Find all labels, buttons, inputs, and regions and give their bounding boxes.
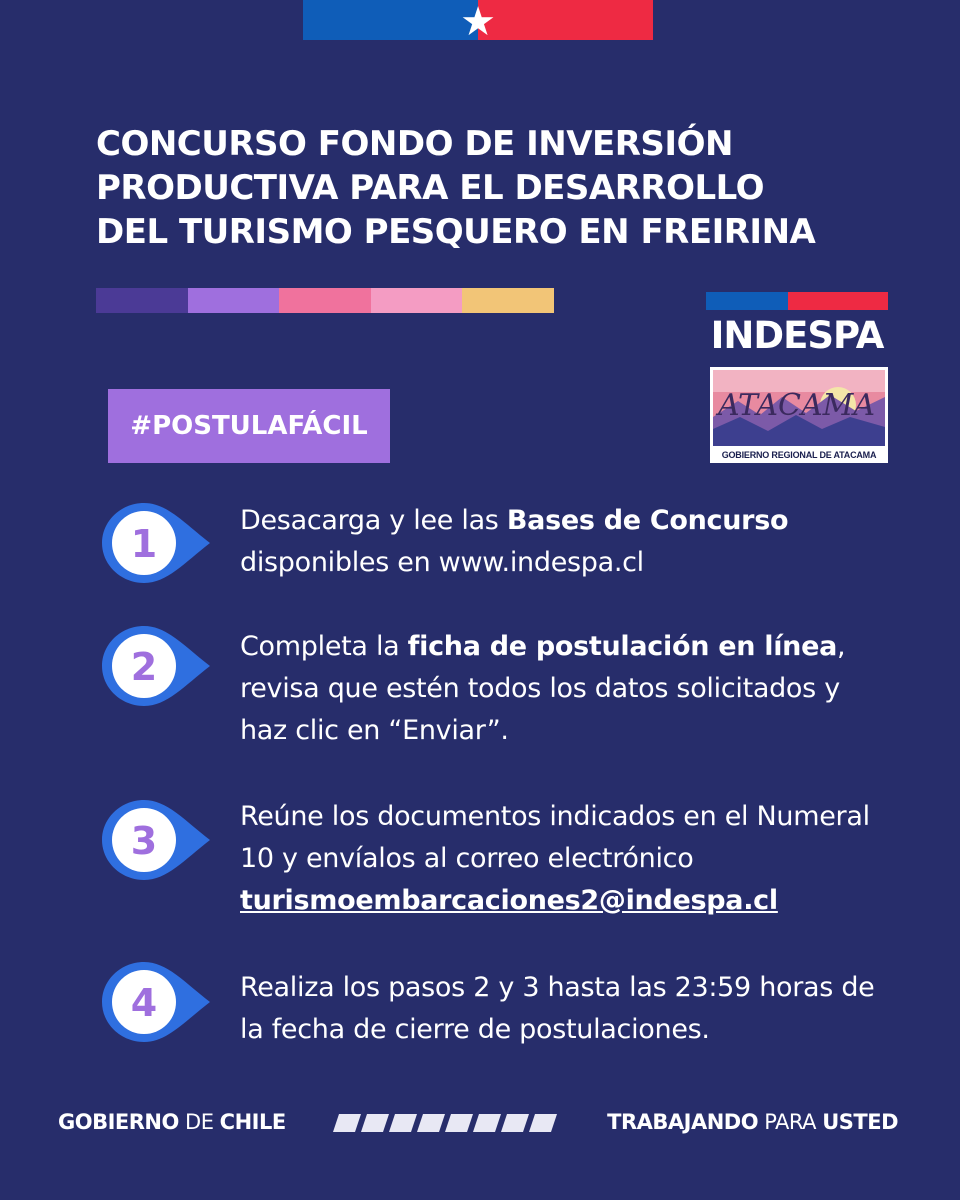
step-text-part: , revisa que estén todos los datos solic… <box>240 631 846 746</box>
color-stripe <box>279 288 371 313</box>
color-stripe <box>462 288 554 313</box>
star-icon: ★ <box>460 0 496 45</box>
step-text-part: Realiza los pasos 2 y 3 hasta las 23:59 … <box>240 972 875 1045</box>
slash-divider-icon <box>333 1114 557 1132</box>
step-text-part: Desacarga y lee las <box>240 505 507 536</box>
step-text-part: disponibles en www.indespa.cl <box>240 547 644 578</box>
title-line: DEL TURISMO PESQUERO EN FREIRINA <box>96 212 816 252</box>
step-number: 2 <box>131 645 157 689</box>
color-stripe <box>96 288 188 313</box>
hashtag-badge: #POSTULAFÁCIL <box>108 389 390 463</box>
step-2-text: Completa la ficha de postulación en líne… <box>240 626 880 752</box>
step-4-icon: 4 <box>100 960 212 1044</box>
step-bold-text: ficha de postulación en línea <box>407 631 838 662</box>
step-number: 4 <box>131 981 157 1025</box>
color-stripe <box>187 288 279 313</box>
atacama-caption: GOBIERNO REGIONAL DE ATACAMA <box>721 450 877 460</box>
step-2-icon: 2 <box>100 624 212 708</box>
step-bold-text: Bases de Concurso <box>506 505 789 536</box>
step-text-part: Reúne los documentos indicados en el Num… <box>240 801 870 874</box>
title-line: CONCURSO FONDO DE INVERSIÓN <box>96 124 733 164</box>
indespa-logo: INDESPA <box>710 314 885 357</box>
step-number: 1 <box>131 522 157 566</box>
step-1-icon: 1 <box>100 501 212 585</box>
footer-text: CHILE <box>219 1110 287 1134</box>
footer-gobierno-de-chile: GOBIERNO DE CHILE <box>58 1106 286 1138</box>
chile-flag-bar: ★ <box>303 0 653 45</box>
footer-text: GOBIERNO <box>58 1110 179 1134</box>
title-line: PRODUCTIVA PARA EL DESARROLLO <box>96 168 765 208</box>
step-3-icon: 3 <box>100 798 212 882</box>
color-stripes <box>96 288 554 313</box>
step-number: 3 <box>131 819 157 863</box>
atacama-logo-graphic: ATACAMA <box>713 370 885 446</box>
atacama-word: ATACAMA <box>715 388 875 423</box>
page-title: CONCURSO FONDO DE INVERSIÓN PRODUCTIVA P… <box>96 122 876 254</box>
footer-text: PARA <box>758 1110 823 1134</box>
footer-text: DE <box>178 1110 220 1134</box>
email-link[interactable]: turismoembarcaciones2@indespa.cl <box>240 885 778 916</box>
indespa-flag-bar <box>706 292 888 310</box>
atacama-logo: ATACAMA GOBIERNO REGIONAL DE ATACAMA <box>710 367 888 463</box>
footer-text: TRABAJANDO <box>607 1110 759 1134</box>
footer-trabajando-para-usted: TRABAJANDO PARA USTED <box>607 1106 898 1138</box>
step-4-text: Realiza los pasos 2 y 3 hasta las 23:59 … <box>240 967 880 1051</box>
step-text-part: Completa la <box>240 631 408 662</box>
step-1-text: Desacarga y lee las Bases de Concurso di… <box>240 500 880 584</box>
color-stripe <box>370 288 462 313</box>
footer-text: USTED <box>822 1110 898 1134</box>
step-3-text: Reúne los documentos indicados en el Num… <box>240 796 880 922</box>
